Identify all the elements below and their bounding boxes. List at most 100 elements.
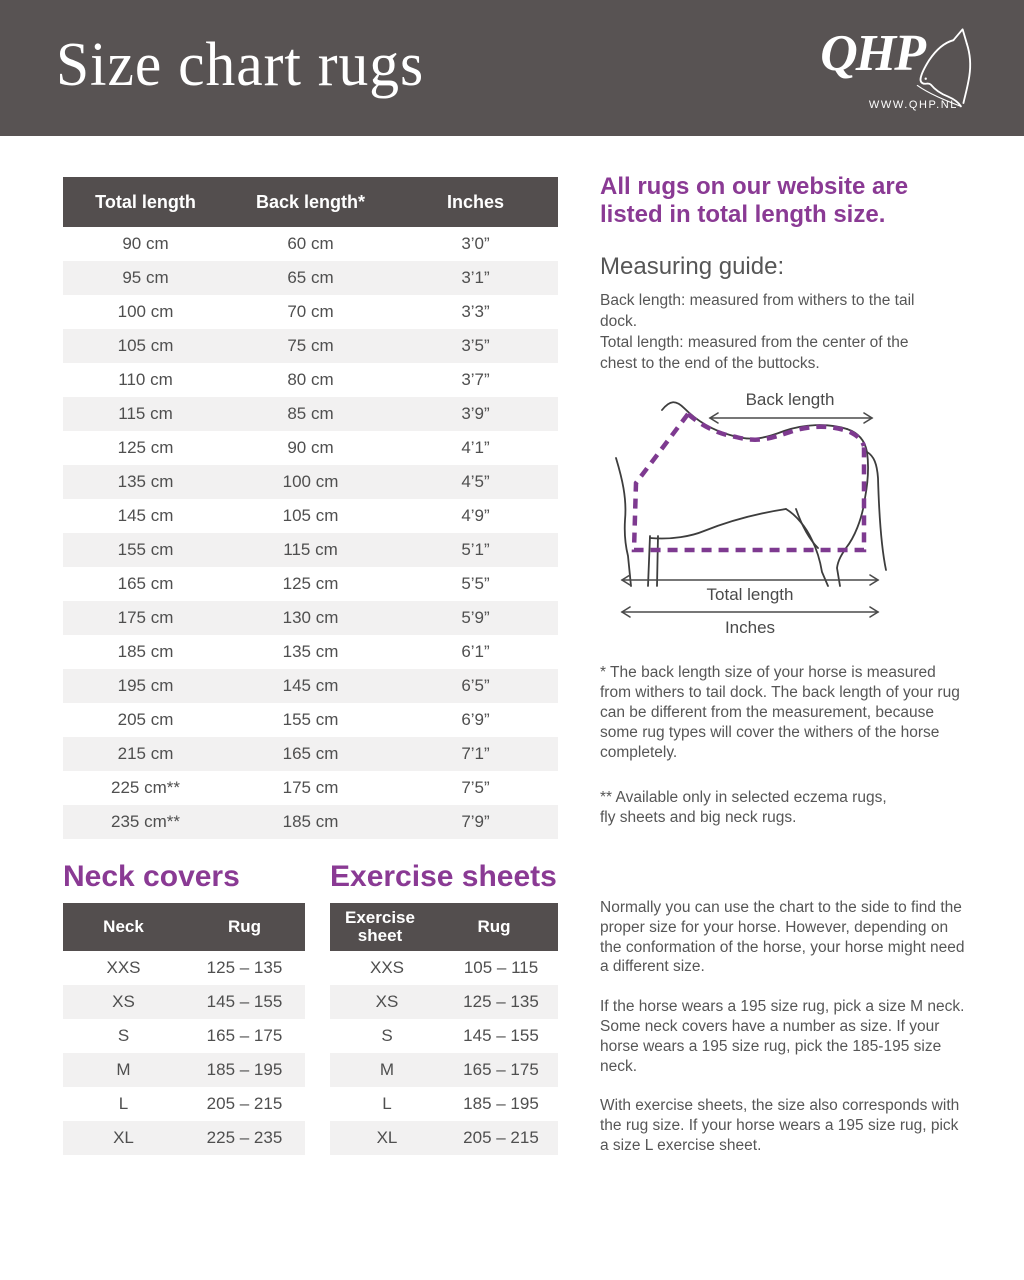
table-row: 155 cm 115 cm 5’1” [63,533,558,567]
table-cell: 100 cm [117,302,174,321]
table-cell: 145 – 155 [206,992,283,1011]
table-row: 215 cm 165 cm 7’1” [63,737,558,771]
table-cell: 165 cm [117,574,174,593]
table-cell: 115 cm [118,404,173,423]
table-cell: 3’5” [461,336,490,355]
table-cell: M [379,1060,395,1079]
table-row: 115 cm 85 cm 3’9” [63,397,558,431]
note-paragraph-chart: Normally you can use the chart to the si… [600,899,965,976]
table-row: 90 cm 60 cm 3’0” [63,227,558,261]
table-row: 145 cm 105 cm 4’9” [63,499,558,533]
table-cell: L [382,1094,392,1113]
table-cell: 165 – 175 [206,1026,283,1045]
table-cell: 125 cm [117,438,174,457]
table-row: XS 125 – 135 [330,985,558,1019]
table-cell: 205 – 215 [206,1094,283,1113]
horse-measuring-diagram: Back length [600,388,900,645]
table-cell: 125 – 135 [206,958,283,977]
table-cell: 205 cm [117,710,174,729]
intro-heading: All rugs on our website are listed in to… [600,173,909,228]
table-row: 95 cm 65 cm 3’1” [63,261,558,295]
table-cell: XL [113,1128,134,1147]
column-header-rug: Rug [227,916,262,936]
table-cell: 155 cm [117,540,174,559]
table-cell: 105 cm [282,506,339,525]
table-row: XS 145 – 155 [63,985,305,1019]
page-title: Size chart rugs [56,31,425,99]
table-cell: 115 cm [283,540,338,559]
table-cell: S [381,1026,393,1045]
table-cell: 185 cm [117,642,174,661]
table-cell: 100 cm [282,472,339,491]
table-cell: 3’1” [461,268,490,287]
table-cell: 175 cm [117,608,174,627]
diagram-label-inches: Inches [725,618,775,637]
table-cell: 7’5” [461,778,490,797]
table-row: 225 cm** 175 cm 7’5” [63,771,558,805]
exercise-sheets-table: Exercise sheet Rug XXS 105 – 115 XS 125 – 1… [330,903,558,1155]
table-cell: 155 cm [282,710,339,729]
neck-covers-table: Neck Rug XXS 125 – 135 XS 145 – 155 S 165 – 1… [63,903,305,1155]
column-header-exercise-sheet: Exercise sheet [345,907,415,945]
table-cell: 135 cm [282,642,339,661]
table-cell: 6’1” [461,642,490,661]
measuring-guide-line-total: Total length: measured from the center o… [600,334,909,372]
horse-head-icon [914,26,976,113]
footnote-availability: ** Available only in selected eczema rug… [600,789,887,826]
table-row: 100 cm 70 cm 3’3” [63,295,558,329]
table-row: 205 cm 155 cm 6’9” [63,703,558,737]
table-cell: 225 cm** [111,778,180,797]
diagram-label-back-length: Back length [746,390,835,409]
table-row: XXS 105 – 115 [330,951,558,985]
table-row: XXS 125 – 135 [63,951,305,985]
measuring-guide-text: Back length: measured from withers to th… [600,290,945,374]
neck-covers-heading: Neck covers [63,860,240,893]
table-cell: 215 cm [117,744,174,763]
table-row: 110 cm 80 cm 3’7” [63,363,558,397]
table-cell: 175 cm [282,778,339,797]
column-header-rug: Rug [477,916,511,936]
table-cell: 3’9” [461,404,490,423]
column-header-back-length: Back length* [255,191,366,212]
header-banner: Size chart rugs QHP WWW.QHP.NL [0,0,1024,136]
table-cell: 7’9” [461,812,490,831]
table-row: XL 225 – 235 [63,1121,305,1155]
table-row: S 145 – 155 [330,1019,558,1053]
table-cell: 80 cm [287,370,334,389]
table-cell: M [116,1060,131,1079]
note-paragraph-neck: If the horse wears a 195 size rug, pick … [600,998,965,1075]
table-cell: 60 cm [287,234,334,253]
table-cell: 70 cm [287,302,334,321]
table-cell: 90 cm [287,438,334,457]
table-cell: 130 cm [282,608,339,627]
table-cell: 185 – 195 [463,1094,539,1113]
qhp-logo-text: QHP [820,25,926,82]
exercise-sheets-table-body: XXS 105 – 115 XS 125 – 135 S 145 – 155 M 165 – … [330,951,558,1155]
table-row: XL 205 – 215 [330,1121,558,1155]
neck-covers-table-body: XXS 125 – 135 XS 145 – 155 S 165 – 175 M 185 – … [63,951,305,1155]
table-row: 195 cm 145 cm 6’5” [63,669,558,703]
table-cell: 225 – 235 [206,1128,283,1147]
size-chart-table-body: 90 cm 60 cm 3’0” 95 cm 65 cm 3’1” 100 cm 70 cm 3… [63,227,558,839]
size-chart-table: Total length Back length* Inches 90 cm 60… [63,177,558,839]
table-row: 185 cm 135 cm 6’1” [63,635,558,669]
table-cell: L [118,1094,129,1113]
table-row: M 165 – 175 [330,1053,558,1087]
table-cell: 5’9” [461,608,490,627]
table-cell: 165 – 175 [463,1060,539,1079]
table-row: M 185 – 195 [63,1053,305,1087]
table-cell: 135 cm [117,472,174,491]
table-cell: 145 cm [282,676,339,695]
table-cell: 5’5” [461,574,490,593]
qhp-logo: QHP WWW.QHP.NL [756,24,976,124]
table-row: 105 cm 75 cm 3’5” [63,329,558,363]
table-row: 135 cm 100 cm 4’5” [63,465,558,499]
qhp-website-url: WWW.QHP.NL [868,99,958,111]
neck-covers-table-header: Neck Rug [63,903,305,951]
column-header-total-length: Total length [95,191,196,212]
table-cell: 185 – 195 [206,1060,283,1079]
exercise-sheets-table-header: Exercise sheet Rug [330,903,558,951]
table-cell: 6’9” [461,710,490,729]
table-cell: 85 cm [287,404,334,423]
table-cell: XXS [106,958,141,977]
